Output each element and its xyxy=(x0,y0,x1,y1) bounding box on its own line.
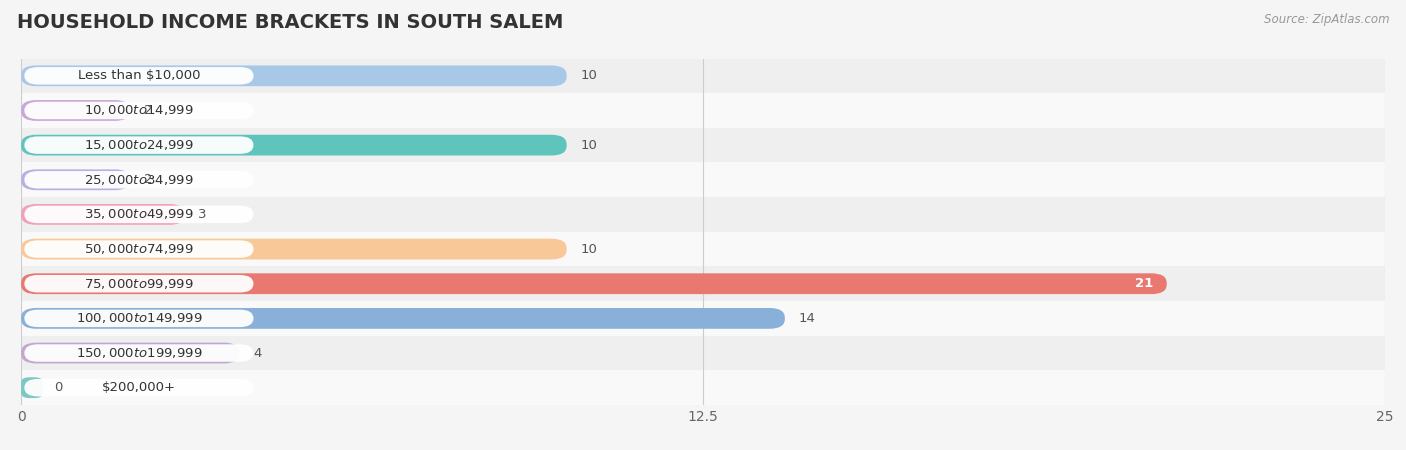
Text: 3: 3 xyxy=(198,208,207,221)
FancyBboxPatch shape xyxy=(24,275,253,292)
Text: $35,000 to $49,999: $35,000 to $49,999 xyxy=(84,207,194,221)
Text: HOUSEHOLD INCOME BRACKETS IN SOUTH SALEM: HOUSEHOLD INCOME BRACKETS IN SOUTH SALEM xyxy=(17,14,564,32)
FancyBboxPatch shape xyxy=(24,206,253,223)
Text: 10: 10 xyxy=(581,69,598,82)
Text: $75,000 to $99,999: $75,000 to $99,999 xyxy=(84,277,194,291)
Bar xyxy=(21,162,1385,197)
Text: $15,000 to $24,999: $15,000 to $24,999 xyxy=(84,138,194,152)
Text: 2: 2 xyxy=(143,173,152,186)
Bar xyxy=(21,58,1385,93)
Text: 10: 10 xyxy=(581,139,598,152)
FancyBboxPatch shape xyxy=(21,377,44,398)
Bar xyxy=(21,232,1385,266)
FancyBboxPatch shape xyxy=(24,310,253,327)
FancyBboxPatch shape xyxy=(21,273,1167,294)
Text: 10: 10 xyxy=(581,243,598,256)
Text: 21: 21 xyxy=(1135,277,1153,290)
FancyBboxPatch shape xyxy=(24,102,253,119)
Bar xyxy=(21,197,1385,232)
Bar xyxy=(21,93,1385,128)
FancyBboxPatch shape xyxy=(21,169,131,190)
Text: $10,000 to $14,999: $10,000 to $14,999 xyxy=(84,104,194,117)
Text: $150,000 to $199,999: $150,000 to $199,999 xyxy=(76,346,202,360)
Text: 0: 0 xyxy=(53,381,62,394)
FancyBboxPatch shape xyxy=(21,100,131,121)
FancyBboxPatch shape xyxy=(24,379,253,396)
Text: 2: 2 xyxy=(143,104,152,117)
Text: Source: ZipAtlas.com: Source: ZipAtlas.com xyxy=(1264,14,1389,27)
Bar xyxy=(21,128,1385,162)
Text: $50,000 to $74,999: $50,000 to $74,999 xyxy=(84,242,194,256)
FancyBboxPatch shape xyxy=(21,342,239,364)
FancyBboxPatch shape xyxy=(21,65,567,86)
FancyBboxPatch shape xyxy=(24,240,253,258)
Bar xyxy=(21,266,1385,301)
FancyBboxPatch shape xyxy=(21,135,567,156)
Text: Less than $10,000: Less than $10,000 xyxy=(77,69,200,82)
Text: 4: 4 xyxy=(253,346,262,360)
FancyBboxPatch shape xyxy=(24,344,253,362)
Text: $200,000+: $200,000+ xyxy=(101,381,176,394)
Text: 14: 14 xyxy=(799,312,815,325)
FancyBboxPatch shape xyxy=(24,136,253,154)
Text: $100,000 to $149,999: $100,000 to $149,999 xyxy=(76,311,202,325)
FancyBboxPatch shape xyxy=(24,171,253,189)
Text: $25,000 to $34,999: $25,000 to $34,999 xyxy=(84,173,194,187)
FancyBboxPatch shape xyxy=(21,308,785,329)
FancyBboxPatch shape xyxy=(24,67,253,85)
Bar xyxy=(21,336,1385,370)
Bar xyxy=(21,370,1385,405)
Bar xyxy=(21,301,1385,336)
FancyBboxPatch shape xyxy=(21,238,567,260)
FancyBboxPatch shape xyxy=(21,204,184,225)
